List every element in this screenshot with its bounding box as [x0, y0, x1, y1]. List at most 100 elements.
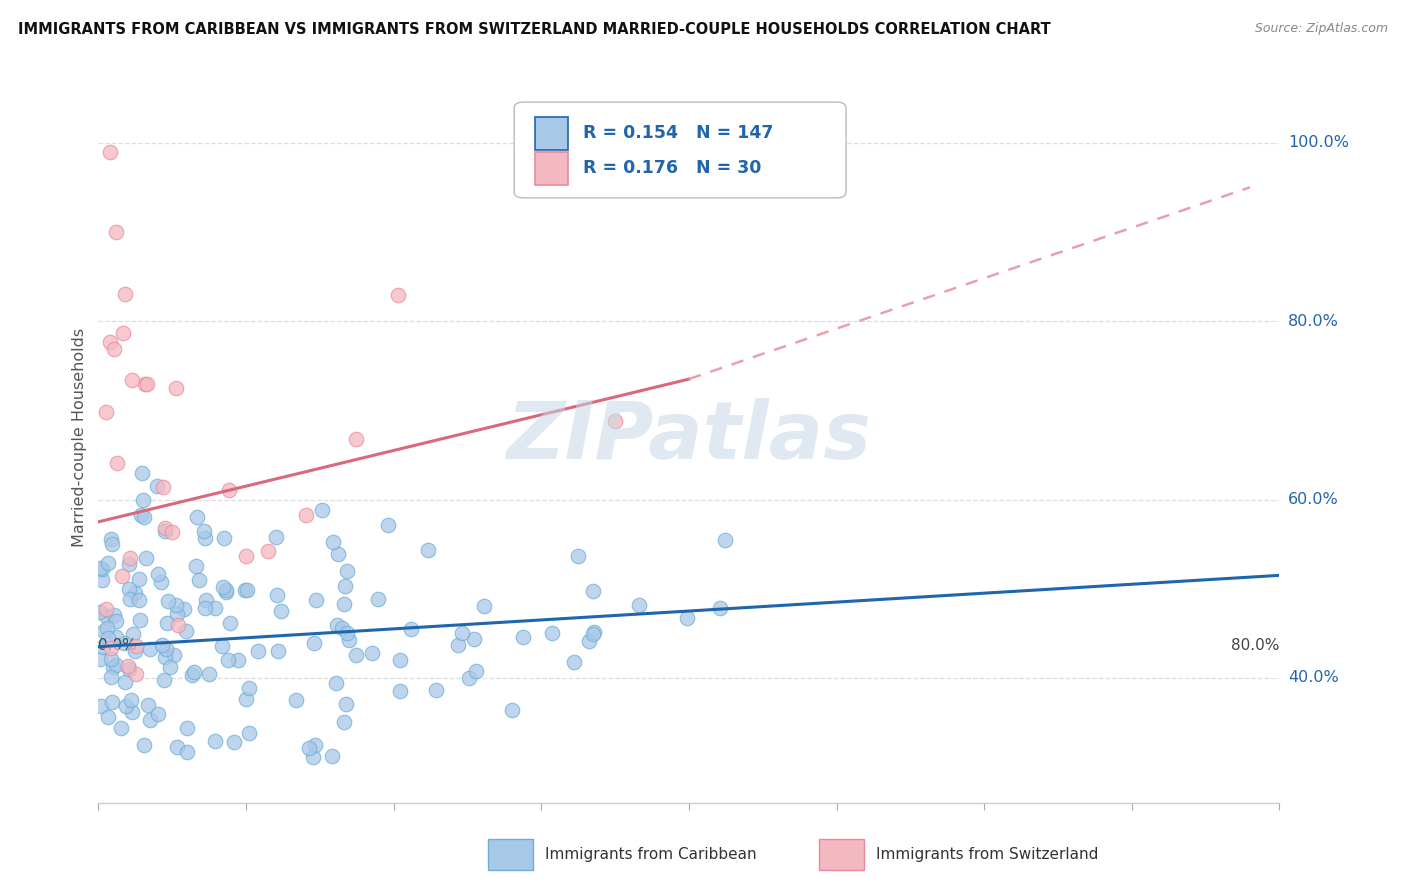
Point: [425, 683, 447, 698]
Point: [218, 483, 240, 498]
Point: [173, 602, 195, 616]
Point: [326, 618, 349, 632]
Point: [215, 583, 238, 598]
Text: Immigrants from Caribbean: Immigrants from Caribbean: [546, 847, 756, 862]
Point: [146, 706, 169, 721]
Point: [124, 586, 146, 600]
Point: [238, 681, 260, 695]
Point: [162, 648, 184, 662]
Point: [582, 627, 605, 641]
Point: [451, 625, 474, 640]
Point: [181, 667, 204, 681]
Point: [211, 639, 233, 653]
Point: [212, 531, 235, 545]
Point: [713, 533, 735, 547]
Point: [117, 658, 139, 673]
Point: [322, 535, 344, 549]
Point: [120, 550, 142, 565]
Point: [100, 335, 122, 350]
Point: [155, 642, 177, 657]
Text: IMMIGRANTS FROM CARIBBEAN VS IMMIGRANTS FROM SWITZERLAND MARRIED-COUPLE HOUSEHOL: IMMIGRANTS FROM CARIBBEAN VS IMMIGRANTS …: [18, 22, 1052, 37]
Point: [90, 698, 112, 713]
Text: Source: ZipAtlas.com: Source: ZipAtlas.com: [1254, 22, 1388, 36]
Point: [118, 557, 141, 571]
Point: [605, 414, 627, 428]
Point: [285, 693, 308, 707]
Point: [89, 605, 111, 619]
Point: [124, 644, 146, 658]
Point: [186, 510, 208, 524]
Point: [183, 665, 205, 679]
FancyBboxPatch shape: [536, 152, 568, 185]
Point: [176, 721, 198, 735]
Point: [194, 600, 217, 615]
Point: [104, 658, 127, 673]
Point: [114, 287, 136, 301]
Point: [311, 503, 333, 517]
Point: [100, 695, 122, 709]
Point: [96, 556, 118, 570]
Point: [103, 342, 125, 356]
Point: [321, 748, 343, 763]
Point: [418, 543, 440, 558]
Point: [129, 508, 152, 522]
Point: [125, 640, 148, 654]
Point: [187, 573, 209, 587]
Point: [167, 617, 190, 632]
Point: [89, 561, 111, 575]
Point: [94, 404, 117, 418]
Point: [295, 508, 318, 523]
Point: [377, 518, 399, 533]
Point: [582, 583, 605, 598]
Point: [135, 551, 157, 566]
Point: [100, 532, 122, 546]
Point: [387, 288, 409, 302]
Point: [111, 326, 134, 340]
Point: [238, 725, 260, 739]
Point: [136, 698, 159, 713]
Text: R = 0.176   N = 30: R = 0.176 N = 30: [582, 160, 761, 178]
Point: [389, 653, 412, 667]
Text: ZIPatlas: ZIPatlas: [506, 398, 872, 476]
Point: [146, 478, 169, 492]
Point: [336, 626, 359, 640]
Point: [128, 613, 150, 627]
Point: [110, 568, 132, 582]
Point: [118, 662, 141, 676]
Text: 0.0%: 0.0%: [98, 639, 138, 653]
Point: [139, 642, 162, 657]
Point: [361, 646, 384, 660]
Point: [297, 741, 319, 756]
Point: [709, 600, 731, 615]
Point: [194, 531, 217, 545]
Point: [156, 594, 179, 608]
Text: Immigrants from Switzerland: Immigrants from Switzerland: [876, 847, 1098, 862]
Point: [91, 640, 114, 655]
Point: [118, 582, 141, 596]
Point: [96, 621, 118, 635]
Point: [344, 432, 367, 446]
Point: [152, 480, 174, 494]
Point: [236, 582, 259, 597]
Point: [97, 710, 120, 724]
Point: [226, 653, 249, 667]
Point: [501, 703, 523, 717]
Point: [301, 750, 323, 764]
Point: [114, 674, 136, 689]
Point: [235, 549, 257, 563]
Y-axis label: Married-couple Households: Married-couple Households: [72, 327, 87, 547]
Point: [115, 698, 138, 713]
Point: [567, 549, 589, 563]
Point: [304, 738, 326, 752]
Point: [96, 609, 118, 624]
Text: 80.0%: 80.0%: [1232, 639, 1279, 653]
Point: [186, 558, 208, 573]
Point: [257, 544, 280, 558]
Point: [628, 599, 651, 613]
Point: [91, 573, 114, 587]
Point: [146, 566, 169, 581]
Point: [135, 376, 157, 391]
Point: [160, 524, 183, 539]
Point: [195, 592, 218, 607]
FancyBboxPatch shape: [515, 102, 846, 198]
